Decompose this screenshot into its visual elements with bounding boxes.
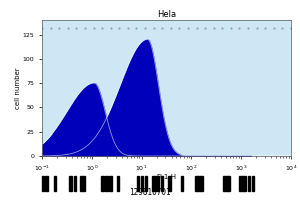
- Bar: [252, 176, 254, 191]
- Bar: [248, 176, 250, 191]
- Bar: [168, 176, 171, 191]
- Bar: [244, 176, 246, 191]
- Title: Hela: Hela: [157, 10, 176, 19]
- Bar: [69, 176, 72, 191]
- Bar: [45, 176, 48, 191]
- Bar: [229, 176, 230, 191]
- Y-axis label: cell number: cell number: [15, 67, 21, 109]
- Bar: [181, 176, 183, 191]
- Bar: [223, 176, 228, 191]
- Bar: [200, 176, 203, 191]
- Bar: [105, 176, 108, 191]
- Bar: [117, 176, 119, 191]
- Bar: [161, 176, 163, 191]
- Bar: [239, 176, 244, 191]
- Bar: [141, 176, 143, 191]
- Bar: [145, 176, 147, 191]
- Bar: [109, 176, 112, 191]
- Bar: [54, 176, 56, 191]
- Bar: [195, 176, 200, 191]
- Bar: [157, 176, 159, 191]
- Bar: [101, 176, 104, 191]
- Bar: [74, 176, 76, 191]
- Bar: [42, 176, 44, 191]
- Text: 129810701: 129810701: [129, 188, 171, 197]
- Bar: [152, 176, 156, 191]
- X-axis label: FL1-H: FL1-H: [156, 174, 177, 180]
- Bar: [80, 176, 85, 191]
- Bar: [137, 176, 139, 191]
